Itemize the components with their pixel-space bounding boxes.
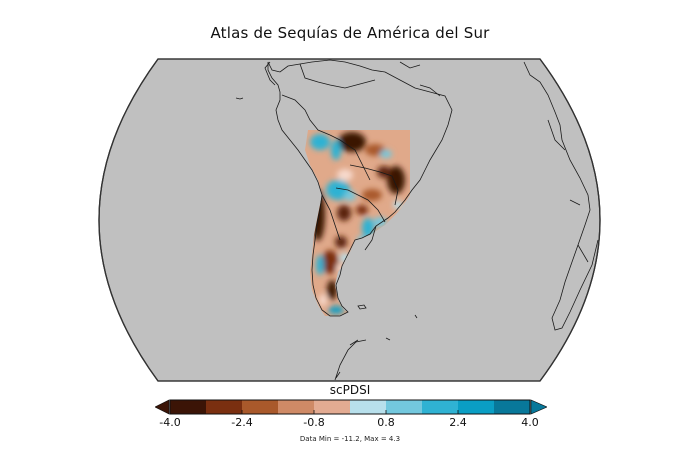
colorbar-segment xyxy=(386,400,423,414)
colorbar-segments xyxy=(170,400,531,414)
colorbar xyxy=(155,399,547,415)
data-min-max-note: Data Min = -11.2, Max = 4.3 xyxy=(299,435,401,443)
colorbar-segment xyxy=(278,400,315,414)
colorbar-segment xyxy=(242,400,279,414)
colorbar-segment xyxy=(206,400,243,414)
colorbar-label: scPDSI xyxy=(329,383,371,397)
colorbar-segment xyxy=(422,400,459,414)
colorbar-tick-label: -0.8 xyxy=(303,416,325,429)
colorbar-tick-label: 2.4 xyxy=(449,416,467,429)
colorbar-extend-low xyxy=(155,399,170,415)
colorbar-segment xyxy=(494,400,531,414)
colorbar-segment xyxy=(350,400,387,414)
colorbar-segment xyxy=(170,400,207,414)
colorbar-ticks xyxy=(169,410,531,414)
colorbar-segment xyxy=(458,400,495,414)
colorbar-tick-label: -4.0 xyxy=(159,416,181,429)
colorbar-tick-label: -2.4 xyxy=(231,416,253,429)
colorbar-segment xyxy=(314,400,351,414)
coastlines xyxy=(235,59,599,381)
colorbar-extend-high xyxy=(530,399,547,415)
colorbar-tick-label: 4.0 xyxy=(521,416,539,429)
chart-title: Atlas de Sequías de América del Sur xyxy=(210,24,490,42)
colorbar-tick-label: 0.8 xyxy=(377,416,395,429)
